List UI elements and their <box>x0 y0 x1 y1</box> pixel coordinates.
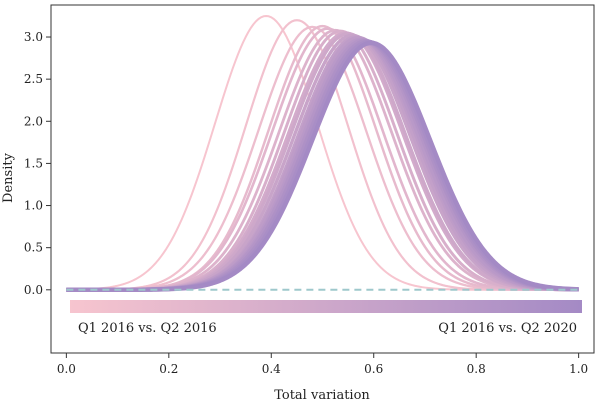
y-axis-title: Density <box>1 152 16 203</box>
x-tick-label: 1.0 <box>569 362 588 376</box>
x-tick-label: 0.8 <box>467 362 486 376</box>
density-curve <box>66 31 579 292</box>
y-tick-label: 1.0 <box>24 199 43 213</box>
density-curve <box>66 35 579 292</box>
y-axis: 0.0 0.5 1.0 1.5 2.0 2.5 3.0 <box>24 30 51 297</box>
gradient-legend-start-label: Q1 2016 vs. Q2 2016 <box>78 321 217 336</box>
gradient-legend-bar <box>70 300 582 313</box>
y-tick-label: 2.0 <box>24 114 43 128</box>
plot-frame <box>50 4 595 354</box>
x-tick-label: 0.4 <box>262 362 281 376</box>
x-tick-label: 0.6 <box>364 362 383 376</box>
x-tick-label: 0.2 <box>159 362 178 376</box>
y-tick-label: 0.5 <box>24 241 43 255</box>
x-tick-label: 0.0 <box>57 362 76 376</box>
y-tick-label: 2.5 <box>24 72 43 86</box>
y-tick-label: 1.5 <box>24 156 43 170</box>
y-tick-label: 3.0 <box>24 30 43 44</box>
gradient-legend-end-label: Q1 2016 vs. Q2 2020 <box>438 321 577 336</box>
x-axis-title: Total variation <box>274 388 370 403</box>
density-curves <box>66 14 579 293</box>
y-tick-label: 0.0 <box>24 283 43 297</box>
x-axis: 0.0 0.2 0.4 0.6 0.8 1.0 <box>57 353 588 376</box>
